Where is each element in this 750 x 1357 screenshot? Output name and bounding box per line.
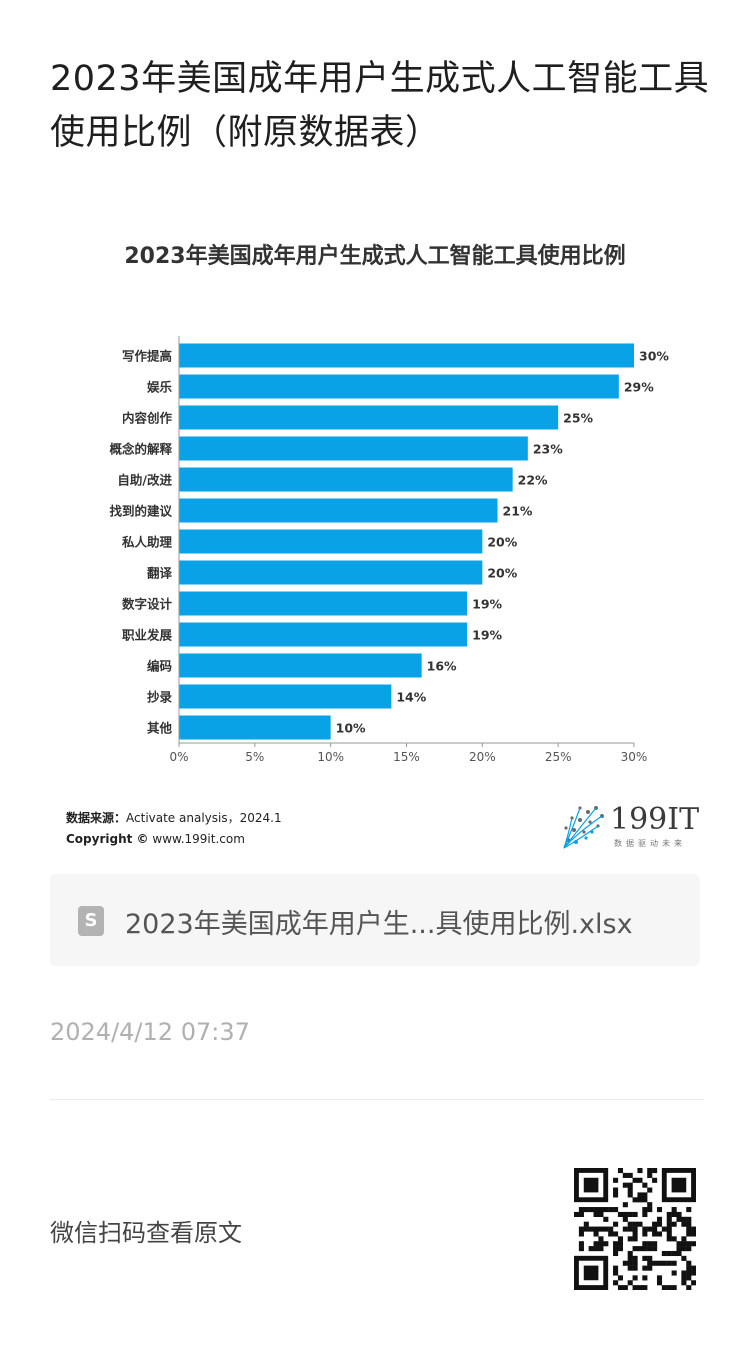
logo-199it: 199IT 数据驱动未来 [558, 800, 700, 852]
data-label: 30% [639, 349, 669, 364]
source-text: Activate analysis，2024.1 [126, 811, 282, 825]
data-label: 21% [503, 504, 533, 519]
data-label: 23% [533, 442, 563, 457]
category-label: 其他 [147, 721, 173, 736]
category-label: 抄录 [147, 690, 173, 705]
chart-image: 2023年美国成年用户生成式人工智能工具使用比例 写作提高 30% 娱乐 29% 内容创… [50, 222, 700, 862]
bar-chart: 写作提高 30% 娱乐 29% 内容创作 25% 概念的解释 23% 自助/改进 22% 找到的建议… [109, 336, 669, 764]
bar [179, 684, 392, 709]
category-label: 内容创作 [122, 411, 173, 426]
data-label: 14% [396, 690, 426, 705]
source-label: 数据来源： [66, 811, 127, 825]
bar [179, 374, 619, 399]
x-tick-label: 5% [245, 750, 264, 764]
category-label: 娱乐 [147, 380, 173, 395]
bar [179, 591, 468, 616]
category-label: 概念的解释 [109, 442, 172, 457]
attachment-card[interactable]: S 2023年美国成年用户生...具使用比例.xlsx [50, 874, 700, 966]
bar [179, 715, 331, 740]
data-label: 25% [563, 411, 593, 426]
data-label: 20% [487, 566, 517, 581]
x-tick-label: 0% [169, 750, 188, 764]
data-label: 22% [518, 473, 548, 488]
x-tick-label: 25% [545, 750, 572, 764]
bar [179, 560, 483, 585]
post-timestamp: 2024/4/12 07:37 [50, 1018, 250, 1046]
category-label: 数字设计 [121, 597, 173, 612]
data-label: 16% [427, 659, 457, 674]
divider [50, 1099, 704, 1100]
category-label: 自助/改进 [117, 473, 172, 488]
bar [179, 467, 513, 492]
category-label: 职业发展 [122, 628, 173, 643]
x-tick-label: 15% [393, 750, 420, 764]
qr-code-icon[interactable] [574, 1168, 696, 1290]
logo-text: 199IT [610, 802, 700, 837]
data-label: 20% [487, 535, 517, 550]
data-label: 29% [624, 380, 654, 395]
bar [179, 653, 422, 678]
x-tick-label: 20% [469, 750, 496, 764]
spreadsheet-file-icon: S [78, 906, 104, 936]
data-label: 10% [336, 721, 366, 736]
bar [179, 343, 634, 368]
chart-title: 2023年美国成年用户生成式人工智能工具使用比例 [124, 244, 626, 269]
scan-qr-hint: 微信扫码查看原文 [50, 1219, 242, 1247]
bar [179, 498, 498, 523]
copyright-label: Copyright © [66, 832, 149, 846]
bar [179, 405, 559, 430]
bar [179, 622, 468, 647]
category-label: 编码 [147, 659, 172, 674]
x-tick-label: 30% [621, 750, 648, 764]
category-label: 写作提高 [122, 349, 172, 364]
category-label: 找到的建议 [109, 504, 172, 519]
x-tick-label: 10% [317, 750, 344, 764]
bar [179, 529, 483, 554]
dandelion-icon [563, 806, 604, 849]
bar [179, 436, 528, 461]
copyright-url: www.199it.com [152, 832, 245, 846]
source-block: 数据来源：Activate analysis，2024.1 Copyright … [66, 808, 282, 850]
category-label: 私人助理 [121, 535, 173, 550]
data-label: 19% [472, 597, 502, 612]
attachment-file-name: 2023年美国成年用户生...具使用比例.xlsx [125, 909, 633, 940]
category-label: 翻译 [147, 566, 173, 581]
page-title: 2023年美国成年用户生成式人工智能工具使用比例（附原数据表） [50, 59, 710, 153]
logo-subtitle: 数据驱动未来 [614, 839, 686, 848]
data-label: 19% [472, 628, 502, 643]
